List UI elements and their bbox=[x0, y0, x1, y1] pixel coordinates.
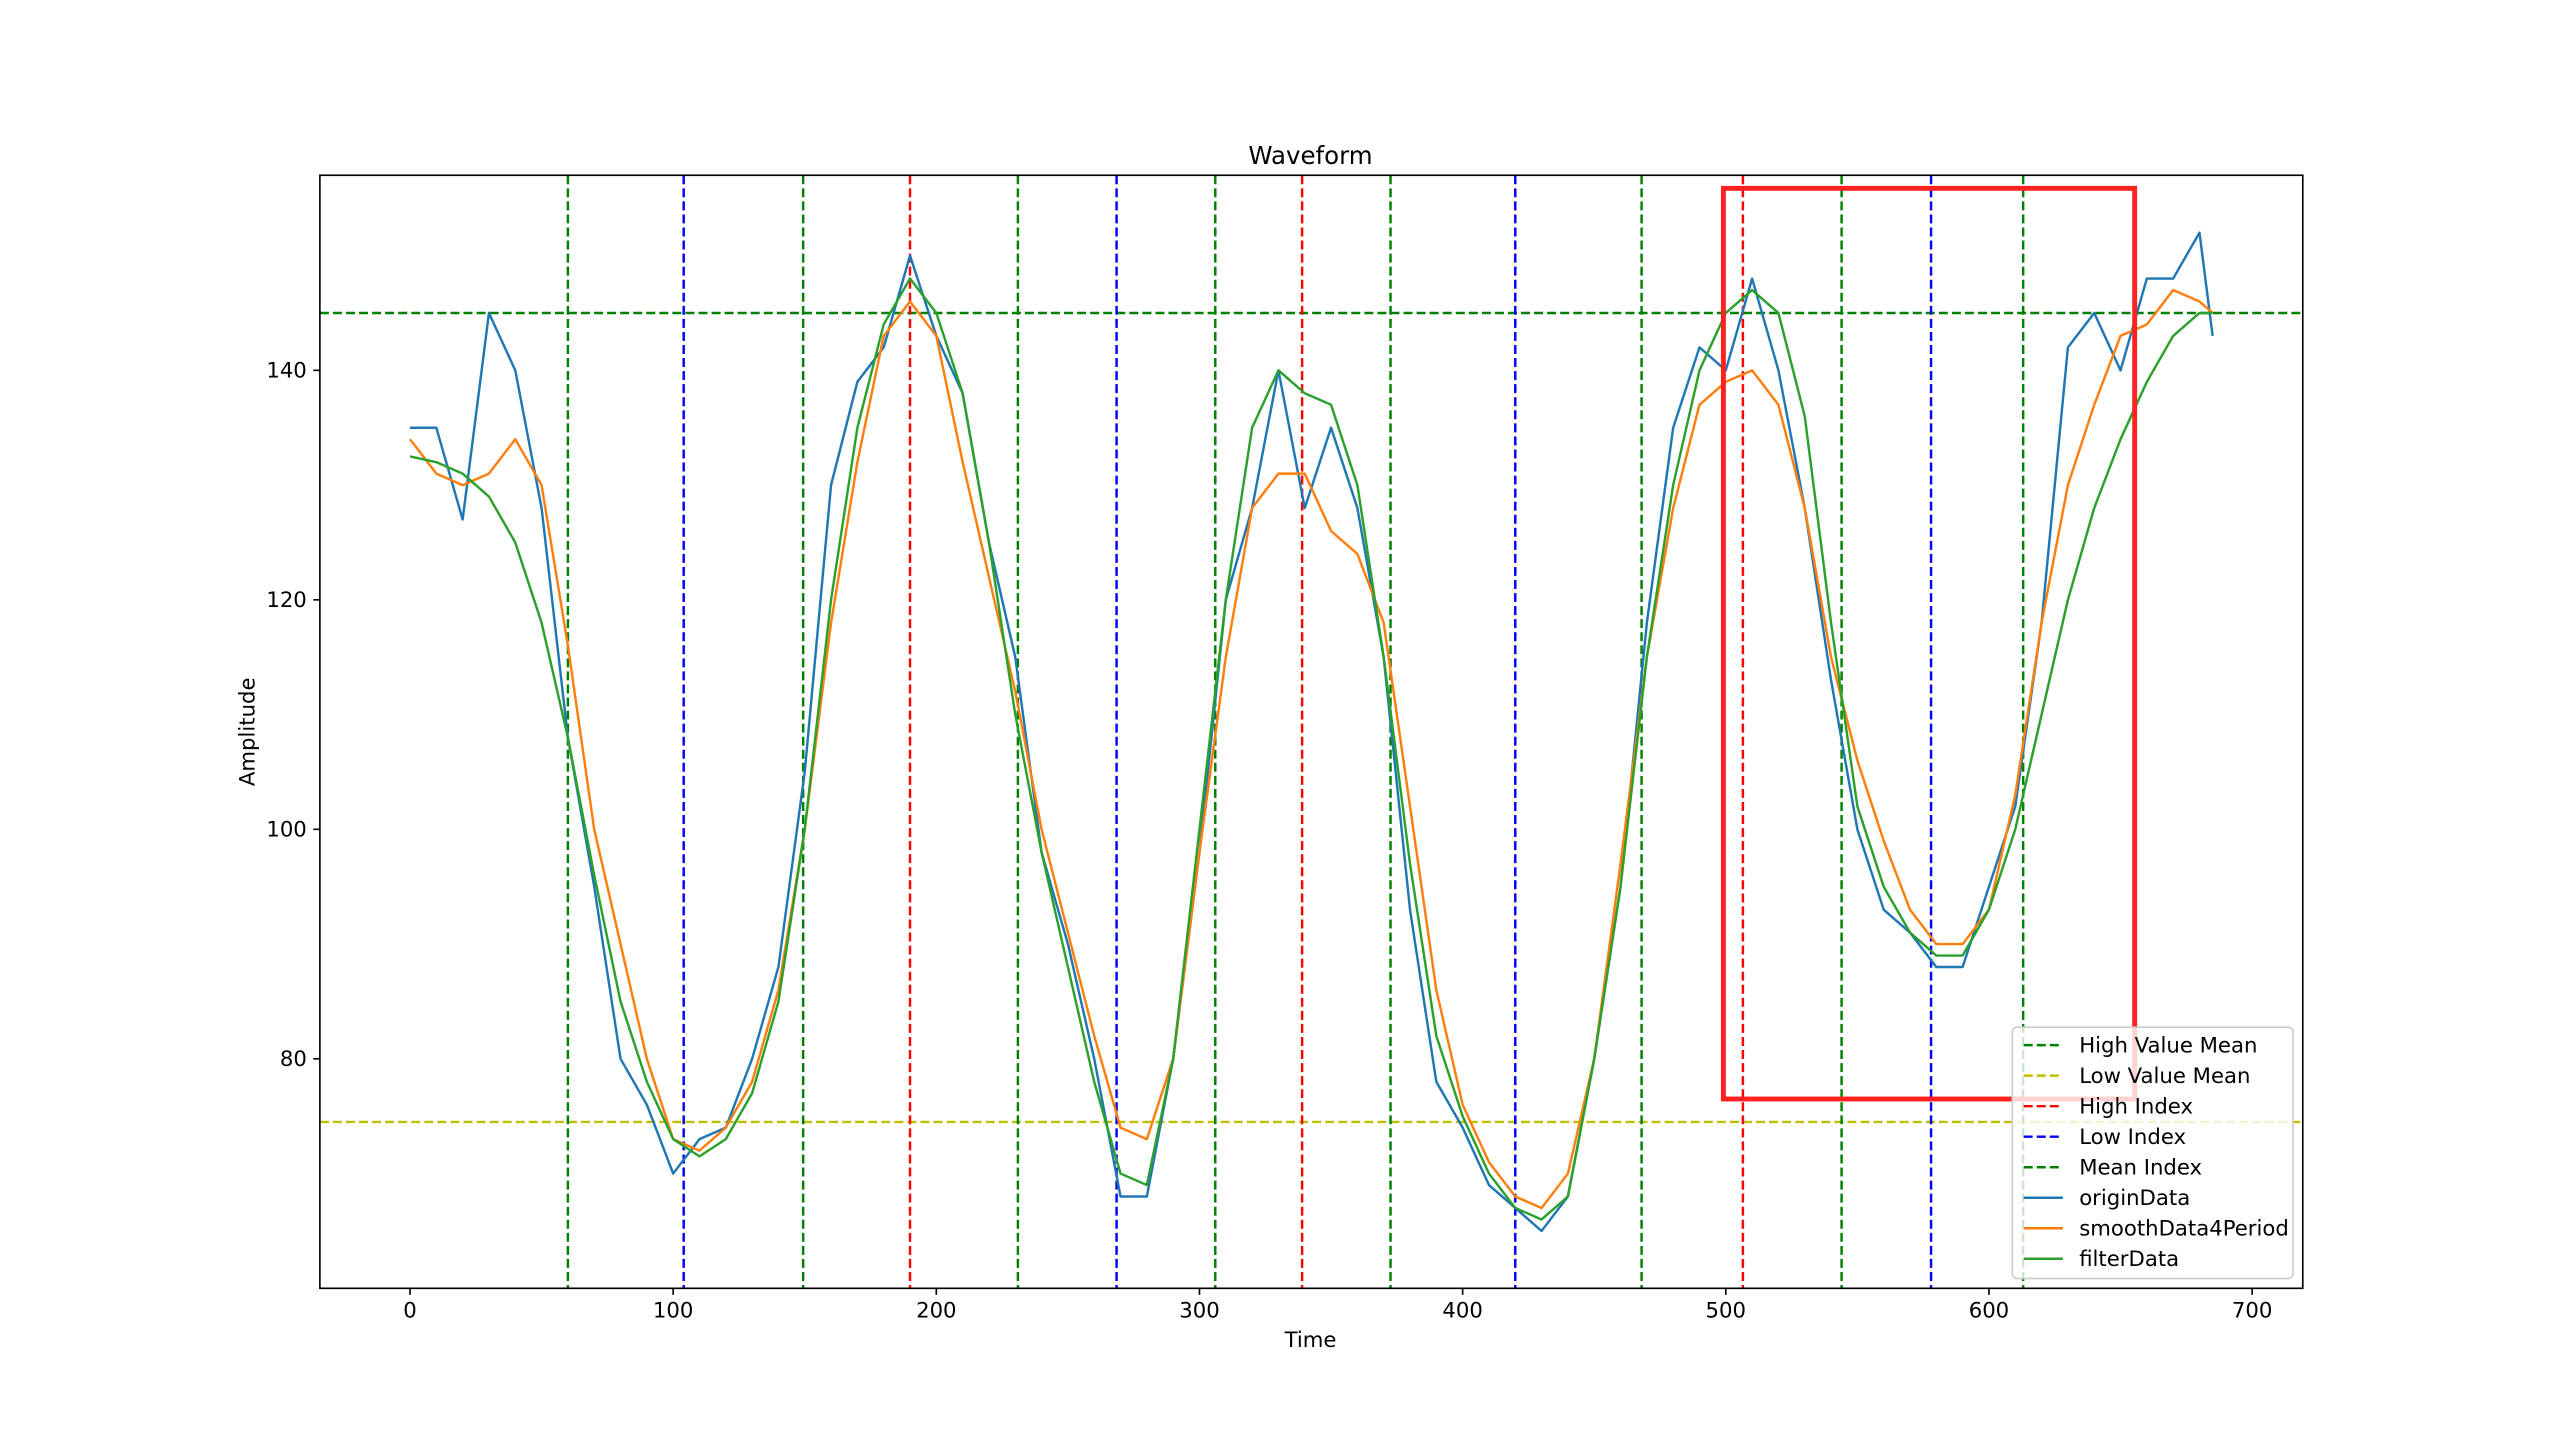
plot-area bbox=[319, 175, 2303, 1289]
x-tick-label: 700 bbox=[2232, 1299, 2272, 1324]
series-line bbox=[410, 231, 2214, 1233]
series-line bbox=[409, 277, 2213, 1221]
legend-label: Low Index bbox=[2079, 1125, 2186, 1150]
highlight-box bbox=[1720, 185, 2138, 1102]
legend-frame bbox=[2011, 1026, 2294, 1280]
x-axis-label: Time bbox=[1284, 1328, 1337, 1353]
y-tick-label: 140 bbox=[266, 359, 306, 384]
x-tick-label: 400 bbox=[1442, 1299, 1482, 1324]
axes-frame bbox=[319, 174, 2304, 1290]
legend-label: filterData bbox=[2079, 1247, 2179, 1272]
y-tick-label: 120 bbox=[266, 588, 306, 613]
y-tick-label: 100 bbox=[266, 818, 306, 843]
x-tick-label: 600 bbox=[1969, 1299, 2009, 1324]
legend-label: High Index bbox=[2079, 1095, 2193, 1120]
x-tick-label: 300 bbox=[1179, 1299, 1219, 1324]
legend-label: Mean Index bbox=[2079, 1156, 2202, 1181]
series-line bbox=[409, 288, 2214, 1210]
legend: High Value Mean Low Value Mean High Index L… bbox=[2011, 1026, 2294, 1280]
x-tick-label: 100 bbox=[653, 1299, 693, 1324]
legend-label: High Value Mean bbox=[2079, 1033, 2257, 1058]
legend-label: Low Value Mean bbox=[2079, 1064, 2250, 1089]
x-tick-label: 500 bbox=[1706, 1299, 1746, 1324]
x-tick-label: 0 bbox=[403, 1299, 417, 1324]
chart-title: Waveform bbox=[1248, 141, 1372, 170]
y-axis-label: Amplitude bbox=[236, 677, 261, 786]
legend-label: smoothData4Period bbox=[2079, 1217, 2289, 1242]
y-tick-label: 80 bbox=[280, 1047, 307, 1072]
x-tick-label: 200 bbox=[916, 1299, 956, 1324]
legend-label: originData bbox=[2079, 1186, 2190, 1211]
